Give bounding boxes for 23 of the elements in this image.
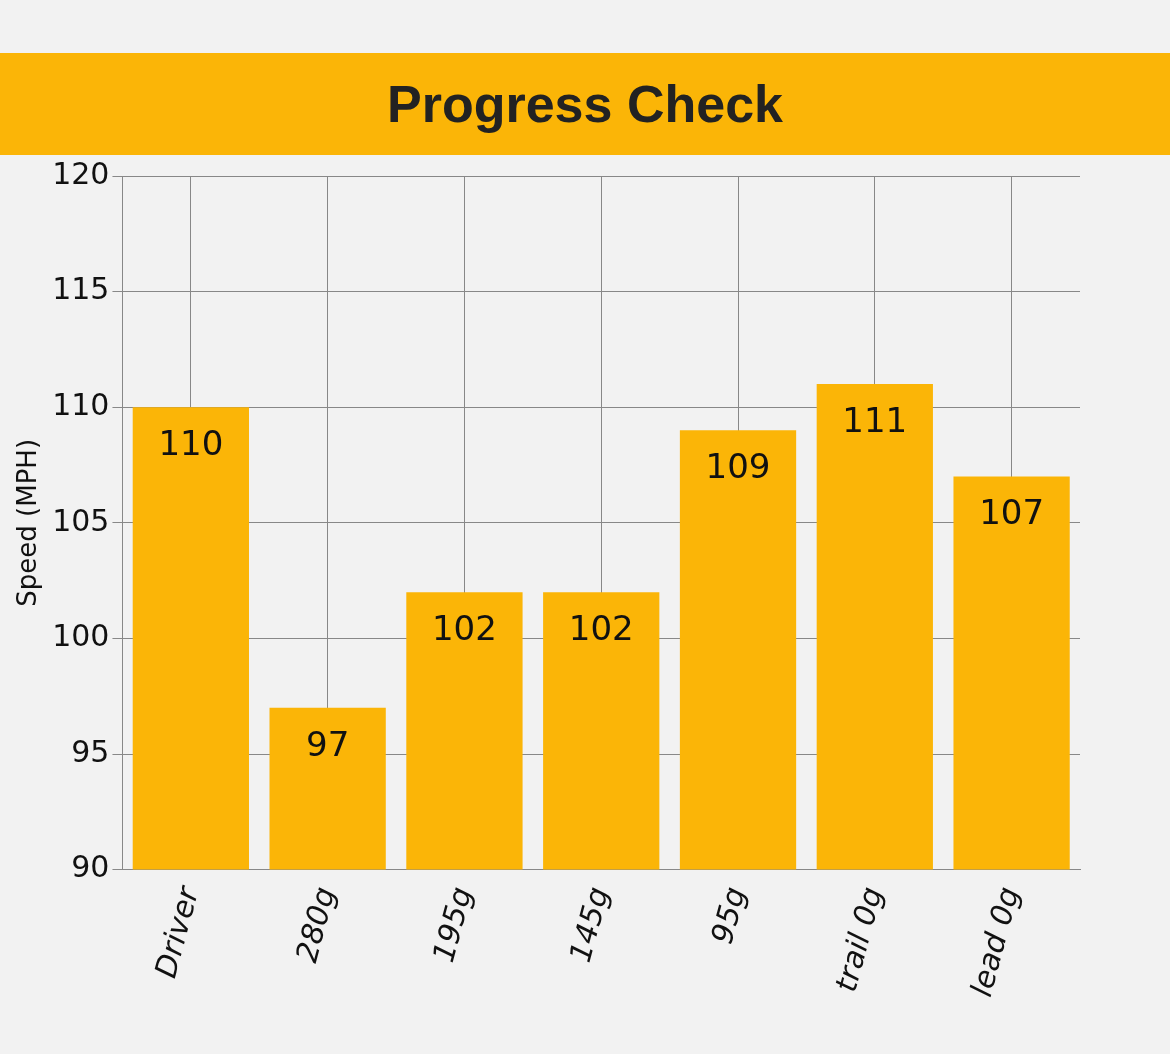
data-label: 102	[431, 607, 497, 648]
x-tick-label: 145g	[561, 883, 616, 966]
x-tick-label: 195g	[425, 883, 479, 966]
data-label: 109	[705, 446, 771, 487]
x-tick-label: 95g	[703, 883, 753, 948]
y-tick-label: 100	[52, 618, 110, 654]
x-tick-label: lead 0g	[963, 883, 1026, 1001]
y-tick-label: 95	[71, 733, 110, 769]
x-tick-label: 280g	[288, 883, 342, 966]
y-tick-label: 115	[52, 271, 110, 307]
y-axis-title: Speed (MPH)	[12, 438, 43, 607]
data-label: 111	[842, 399, 908, 440]
data-label: 102	[568, 607, 634, 648]
y-tick-label: 110	[52, 387, 110, 422]
x-tick-label: trail 0g	[827, 883, 890, 996]
data-label: 110	[158, 423, 224, 464]
x-tick-label: Driver	[147, 881, 206, 982]
y-tick-label: 90	[71, 849, 110, 885]
data-label: 107	[979, 492, 1045, 533]
data-label: 97	[306, 723, 350, 764]
chart-title: Progress Check	[387, 74, 783, 134]
y-tick-label: 120	[52, 155, 110, 191]
y-tick-label: 105	[52, 502, 110, 538]
